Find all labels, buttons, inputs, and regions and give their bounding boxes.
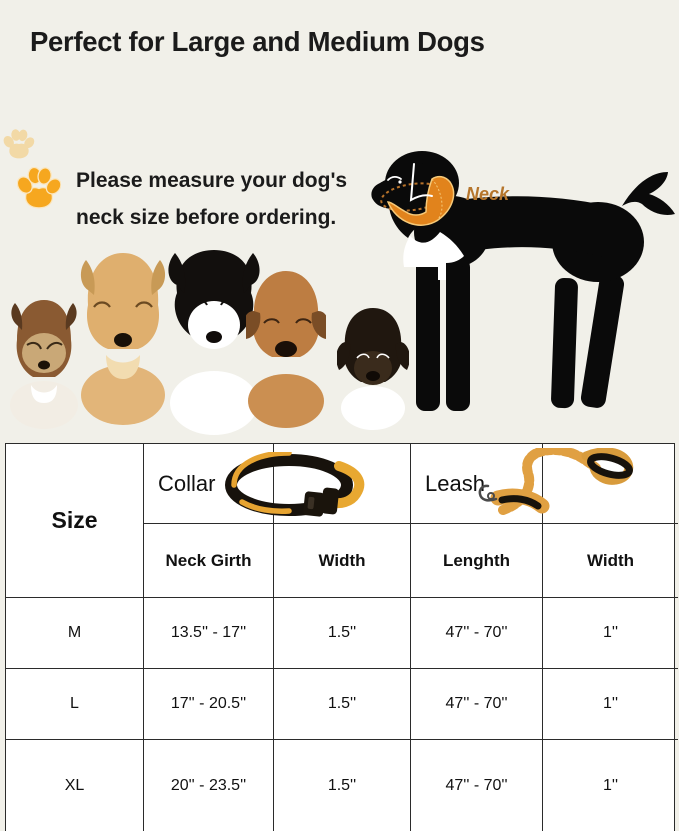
- svg-text:Neck: Neck: [466, 184, 510, 204]
